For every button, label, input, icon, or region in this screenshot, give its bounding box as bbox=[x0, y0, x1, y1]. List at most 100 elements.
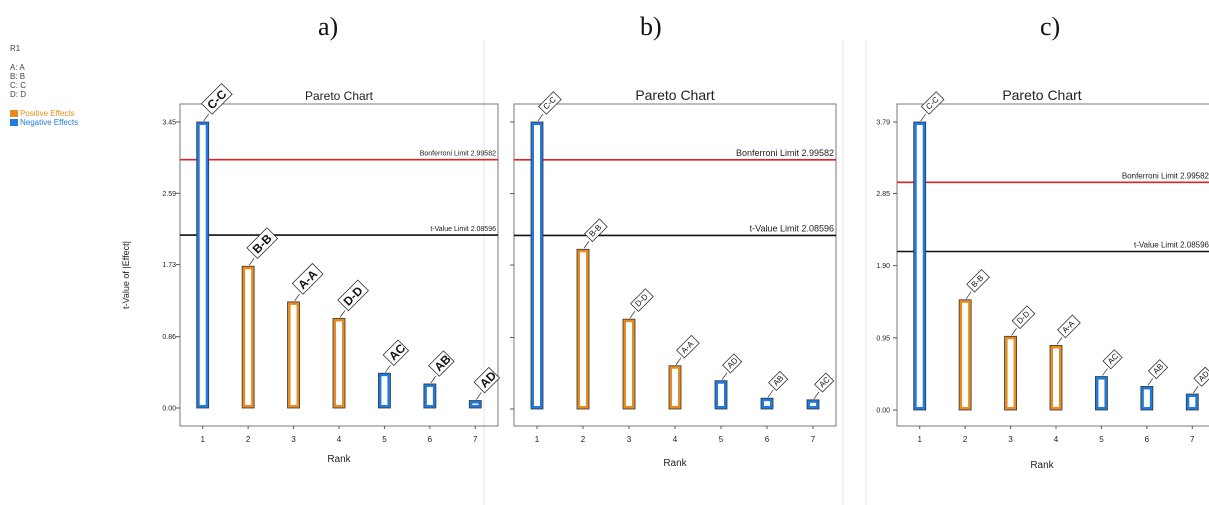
chart-title: Pareto Chart bbox=[635, 87, 714, 103]
term-label-box bbox=[584, 218, 608, 243]
bonferroni-limit-label: Bonferroni Limit 2.99582 bbox=[1122, 171, 1209, 180]
x-tick-label: 7 bbox=[473, 435, 478, 444]
pareto-chart-3: Pareto Chart 0.00 0.95 1.90 2.85 3.79 Bonferro… bbox=[876, 87, 1209, 471]
term-label-box bbox=[337, 279, 370, 312]
term-label-group: A-A bbox=[676, 334, 700, 359]
x-tick-label: 7 bbox=[1190, 435, 1195, 444]
chart-title: Pareto Chart bbox=[305, 89, 374, 103]
x-tick-label: 4 bbox=[1054, 435, 1059, 444]
x-tick-label: 2 bbox=[246, 435, 251, 444]
term-label-group: A-A bbox=[291, 262, 324, 295]
term-leader bbox=[1011, 328, 1017, 336]
term-label-group: AD bbox=[1193, 366, 1209, 387]
y-tick-label: 3.45 bbox=[162, 120, 176, 127]
y-tick-label: 0.00 bbox=[876, 408, 890, 415]
x-tick-label: 5 bbox=[1099, 435, 1104, 444]
term-leader bbox=[813, 391, 820, 400]
bar-inner bbox=[1098, 379, 1105, 407]
bar-inner bbox=[718, 383, 724, 406]
x-tick-label: 5 bbox=[382, 435, 387, 444]
x-axis-label: Rank bbox=[327, 454, 351, 465]
term-label-group: B-B bbox=[966, 268, 990, 293]
term-label-group: AC bbox=[382, 339, 410, 366]
legend-label: Positive Effects bbox=[20, 109, 75, 118]
legend-sidebar: R1 A: A B: B C: C D: D Positive Effects … bbox=[10, 44, 78, 127]
bar-inner bbox=[336, 321, 342, 405]
panel-letter: c) bbox=[1040, 12, 1061, 41]
factor-label: A: A bbox=[10, 63, 25, 72]
y-tick-label: 0.86 bbox=[162, 334, 176, 341]
term-label-group: AC bbox=[1102, 349, 1123, 370]
t-value-limit-label: t-Value Limit 2.08596 bbox=[1134, 240, 1209, 249]
term-label-box bbox=[1011, 305, 1036, 330]
bar-inner bbox=[381, 376, 388, 405]
term-leader bbox=[430, 375, 437, 384]
x-axis-label: Rank bbox=[663, 458, 687, 469]
x-tick-label: 1 bbox=[917, 435, 922, 444]
term-leader bbox=[965, 291, 972, 300]
x-tick-label: 2 bbox=[581, 435, 586, 444]
factor-label: B: B bbox=[10, 72, 26, 81]
x-tick-label: 7 bbox=[811, 435, 816, 444]
t-value-limit-label: t-Value Limit 2.08596 bbox=[750, 223, 834, 233]
term-label-group: B-B bbox=[246, 227, 279, 260]
x-tick-label: 6 bbox=[1145, 435, 1150, 444]
term-label-box bbox=[722, 353, 743, 374]
pareto-chart-1: Pareto Chart 0.00 0.86 1.73 2.59 3.45 t-Value … bbox=[121, 83, 501, 465]
term-leader bbox=[248, 258, 255, 266]
term-label-box bbox=[1102, 349, 1123, 370]
term-label-group: D-D bbox=[337, 279, 370, 312]
bar-inner bbox=[916, 125, 923, 407]
bar-inner bbox=[1053, 348, 1059, 407]
term-leader bbox=[675, 357, 682, 365]
term-label: AD bbox=[1197, 369, 1209, 383]
term-label-group: D-D bbox=[630, 288, 654, 312]
y-tick-label: 2.59 bbox=[162, 191, 176, 198]
y-tick-label: 1.73 bbox=[162, 262, 176, 269]
bar-inner bbox=[426, 386, 433, 405]
term-leader bbox=[203, 113, 210, 122]
term-label-group: D-D bbox=[1011, 305, 1036, 330]
y-tick-label: 0.00 bbox=[162, 406, 176, 413]
term-label-group: AB bbox=[1147, 359, 1169, 380]
bar-inner bbox=[810, 402, 816, 406]
term-label-group: AD bbox=[473, 366, 501, 394]
bar-inner bbox=[580, 252, 586, 406]
x-tick-label: 3 bbox=[627, 435, 632, 444]
bonferroni-limit-label: Bonferroni Limit 2.99582 bbox=[736, 148, 834, 158]
t-value-limit-label: t-Value Limit 2.08596 bbox=[430, 226, 496, 233]
bar-inner bbox=[290, 304, 297, 405]
term-label-box bbox=[966, 268, 990, 293]
term-label-group: C-C bbox=[538, 91, 562, 115]
term-label-box bbox=[246, 227, 279, 260]
legend-item-positive: Positive Effects bbox=[10, 109, 78, 118]
bonferroni-limit-label: Bonferroni Limit 2.99582 bbox=[420, 151, 496, 158]
x-tick-label: 1 bbox=[535, 435, 540, 444]
term-leader bbox=[1102, 368, 1108, 376]
term-leader bbox=[537, 113, 544, 122]
term-leader bbox=[767, 389, 774, 398]
bar-inner bbox=[245, 269, 252, 405]
term-leader bbox=[629, 310, 636, 319]
x-tick-label: 6 bbox=[765, 435, 770, 444]
term-label-box bbox=[920, 91, 945, 115]
chart-title: Pareto Chart bbox=[1002, 87, 1081, 103]
term-label-group: C-C bbox=[200, 83, 233, 115]
x-tick-label: 3 bbox=[1008, 435, 1013, 444]
term-label-box bbox=[1147, 359, 1169, 380]
term-label-box bbox=[291, 262, 324, 295]
negative-swatch bbox=[10, 119, 18, 126]
term-leader bbox=[1192, 385, 1199, 394]
term-label-group: AB bbox=[768, 370, 789, 391]
bar-inner bbox=[1007, 339, 1014, 407]
term-label-box bbox=[768, 370, 789, 391]
term-leader bbox=[721, 372, 728, 380]
term-label-box bbox=[630, 288, 654, 312]
term-leader bbox=[1147, 378, 1154, 386]
term-label-group: B-B bbox=[584, 218, 608, 243]
x-tick-label: 1 bbox=[200, 435, 205, 444]
bar-inner bbox=[199, 125, 206, 405]
bar-inner bbox=[472, 403, 479, 405]
term-leader bbox=[294, 293, 300, 302]
bar-inner bbox=[962, 302, 969, 407]
